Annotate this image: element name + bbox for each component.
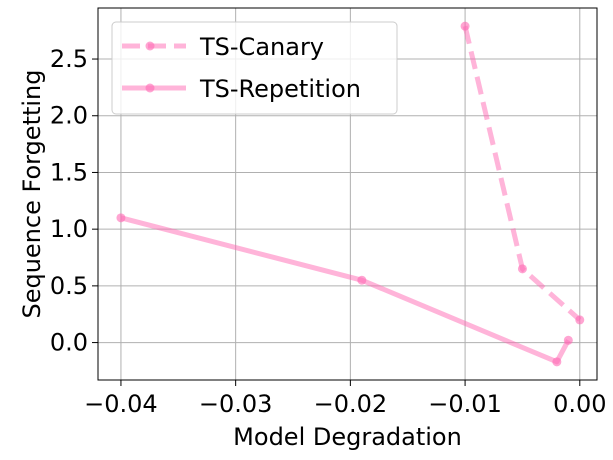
y-axis-ticks: 0.0 0.5 1.0 1.5 2.0 2.5 (50, 45, 98, 357)
series-line-ts-repetition (120, 215, 571, 365)
plot-area-frame (97, 7, 598, 381)
series-line-ts-canary (462, 25, 582, 322)
x-tick-label: −0.04 (84, 390, 158, 418)
legend: TS-Canary TS-Repetition (111, 21, 398, 115)
x-axis-label: Model Degradation (233, 423, 462, 451)
legend-swatch-marker (145, 83, 155, 93)
y-tick-label: 0.5 (50, 272, 88, 300)
y-tick-label: 1.5 (50, 158, 88, 186)
x-tick-label: 0.00 (553, 390, 606, 418)
legend-label: TS-Repetition (199, 75, 361, 103)
x-tick-label: −0.01 (428, 390, 502, 418)
data-point-ts-repetition (563, 335, 573, 345)
y-tick-label: 2.5 (50, 45, 88, 73)
legend-swatch-marker (145, 41, 155, 51)
data-point-ts-repetition (116, 213, 126, 223)
legend-entry-ts-repetition: TS-Repetition (122, 75, 361, 103)
data-point-ts-canary (575, 315, 585, 325)
series-layer (116, 21, 585, 367)
y-tick-label: 2.0 (50, 102, 88, 130)
x-axis-ticks: −0.04 −0.03 −0.02 −0.01 0.00 (84, 380, 607, 418)
y-tick-label: 1.0 (50, 215, 88, 243)
data-point-ts-repetition (552, 357, 562, 367)
x-tick-label: −0.03 (199, 390, 273, 418)
data-point-ts-canary (460, 21, 470, 31)
data-point-ts-repetition (357, 275, 367, 285)
y-axis-label: Sequence Forgetting (18, 69, 46, 318)
data-point-ts-canary (517, 264, 527, 274)
x-tick-label: −0.02 (314, 390, 388, 418)
legend-entry-ts-canary: TS-Canary (122, 33, 324, 61)
legend-label: TS-Canary (199, 33, 324, 61)
y-tick-label: 0.0 (50, 329, 88, 357)
